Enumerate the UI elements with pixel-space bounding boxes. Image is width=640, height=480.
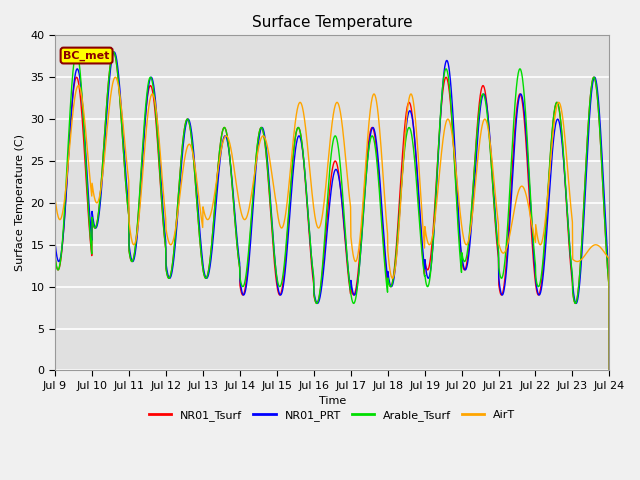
- Arable_Tsurf: [170, 250, 177, 256]
- NR01_PRT: [278, 291, 285, 297]
- NR01_Tsurf: [83, 188, 91, 194]
- Title: Surface Temperature: Surface Temperature: [252, 15, 413, 30]
- NR01_Tsurf: [51, 255, 59, 261]
- NR01_PRT: [83, 168, 91, 173]
- NR01_PRT: [259, 125, 267, 131]
- NR01_Tsurf: [278, 288, 285, 294]
- Arable_Tsurf: [259, 127, 267, 133]
- AirT: [83, 141, 91, 146]
- NR01_PRT: [111, 49, 118, 55]
- NR01_Tsurf: [170, 250, 177, 256]
- NR01_Tsurf: [280, 268, 288, 274]
- NR01_PRT: [51, 240, 59, 246]
- AirT: [278, 225, 285, 231]
- NR01_Tsurf: [259, 127, 267, 133]
- NR01_Tsurf: [605, 368, 613, 373]
- Y-axis label: Surface Temperature (C): Surface Temperature (C): [15, 134, 25, 271]
- Legend: NR01_Tsurf, NR01_PRT, Arable_Tsurf, AirT: NR01_Tsurf, NR01_PRT, Arable_Tsurf, AirT: [145, 406, 520, 425]
- Arable_Tsurf: [278, 280, 285, 286]
- Arable_Tsurf: [83, 183, 91, 189]
- Text: BC_met: BC_met: [63, 50, 110, 60]
- Line: NR01_Tsurf: NR01_Tsurf: [55, 52, 609, 371]
- AirT: [280, 218, 288, 224]
- AirT: [111, 74, 119, 80]
- Arable_Tsurf: [605, 368, 613, 373]
- NR01_PRT: [605, 368, 613, 373]
- Arable_Tsurf: [51, 253, 59, 259]
- NR01_Tsurf: [109, 49, 117, 55]
- Line: AirT: AirT: [55, 77, 609, 371]
- Arable_Tsurf: [73, 49, 81, 55]
- Arable_Tsurf: [280, 261, 288, 267]
- AirT: [605, 368, 613, 373]
- AirT: [259, 133, 267, 139]
- Arable_Tsurf: [430, 229, 438, 235]
- AirT: [170, 236, 177, 241]
- AirT: [430, 226, 438, 231]
- NR01_PRT: [430, 232, 438, 238]
- Line: Arable_Tsurf: Arable_Tsurf: [55, 52, 609, 371]
- Line: NR01_PRT: NR01_PRT: [55, 52, 609, 371]
- NR01_PRT: [170, 257, 177, 263]
- NR01_PRT: [280, 276, 288, 282]
- X-axis label: Time: Time: [319, 396, 346, 407]
- AirT: [51, 196, 59, 202]
- NR01_Tsurf: [430, 218, 438, 224]
